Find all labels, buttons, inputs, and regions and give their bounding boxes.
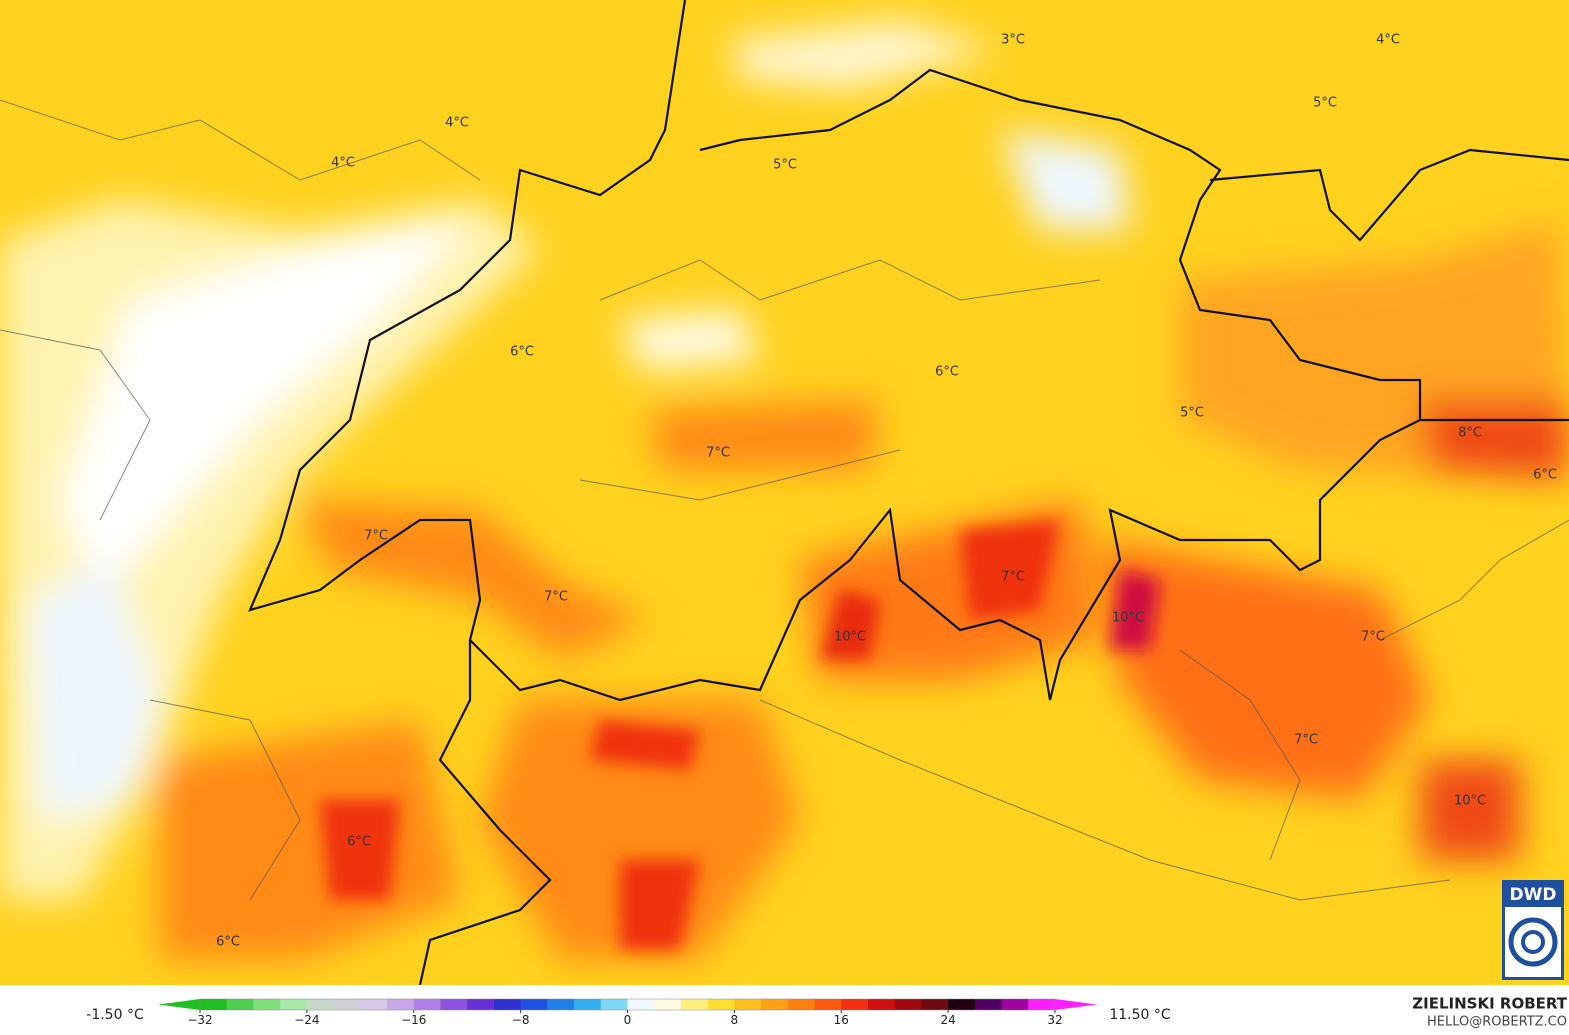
temperature-label: 5°C [1313, 96, 1337, 111]
logo: DWD [1502, 880, 1564, 980]
colorbar-swatch [948, 999, 976, 1010]
colorbar-swatch [520, 999, 548, 1010]
temperature-label: 3°C [1001, 33, 1025, 48]
colorbar-swatch [306, 999, 335, 1010]
colorbar-swatch [654, 999, 682, 1010]
colorbar-swatch [894, 999, 922, 1010]
colorbar-tick-label: 32 [1047, 1013, 1062, 1027]
colorbar-swatch [280, 999, 308, 1010]
colorbar-tick-label: 8 [731, 1013, 739, 1027]
credit-contact: HELLO@ROBERTZ.CO [1427, 1015, 1567, 1030]
colorbar-swatch [974, 999, 1003, 1010]
colorbar-swatch [387, 999, 415, 1010]
colorbar-tick-label: 24 [940, 1013, 955, 1027]
logo-text: DWD [1510, 885, 1557, 905]
temperature-label: 4°C [331, 156, 355, 171]
colorbar-tick-label: −24 [294, 1013, 319, 1027]
temperature-label: 7°C [1294, 733, 1318, 748]
colorbar-swatch [493, 999, 522, 1010]
colorbar-swatch [574, 999, 602, 1010]
colorbar-swatch [467, 999, 495, 1010]
colorbar-swatch [226, 999, 254, 1010]
temperature-label: 10°C [1454, 794, 1486, 809]
temperature-label: 4°C [445, 116, 469, 131]
temperature-label: 5°C [773, 158, 797, 173]
colorbar-swatch [627, 999, 655, 1010]
colorbar-swatch [1028, 999, 1056, 1010]
colorbar-swatch [814, 999, 842, 1010]
colorbar-swatch [707, 999, 735, 1010]
temperature-label: 6°C [935, 365, 959, 380]
colorbar-tick-label: 0 [624, 1013, 632, 1027]
temperature-label: 6°C [1533, 468, 1557, 483]
colorbar-swatch [200, 999, 228, 1010]
colorbar-swatch [333, 999, 361, 1010]
temperature-label: 6°C [216, 935, 240, 950]
colorbar-swatch [413, 999, 441, 1010]
credit-author: ZIELINSKI ROBERT [1412, 995, 1567, 1013]
colorbar-tick-label: −16 [401, 1013, 426, 1027]
temperature-label: 4°C [1376, 33, 1400, 48]
colorbar-swatch [841, 999, 869, 1010]
temperature-label: 5°C [1180, 406, 1204, 421]
colorbar: −32 −24 −16 −8 0 8 16 24 32 [158, 998, 1097, 1027]
temperature-label: 10°C [834, 630, 866, 645]
legend-max: 11.50 °C [1109, 1007, 1171, 1023]
colorbar-swatch [547, 999, 575, 1010]
colorbar-tick-label: −8 [512, 1013, 530, 1027]
colorbar-tick-label: −32 [187, 1013, 212, 1027]
colorbar-arrow-right [1055, 999, 1097, 1010]
temperature-label: 7°C [364, 529, 388, 544]
colorbar-swatch [600, 999, 628, 1010]
legend-min: -1.50 °C [86, 1007, 144, 1023]
colorbar-swatch [761, 999, 789, 1010]
temperature-label: 8°C [1458, 426, 1482, 441]
colorbar-swatch [680, 999, 709, 1010]
colorbar-swatch [921, 999, 949, 1010]
colorbar-swatch [867, 999, 896, 1010]
temperature-label: 10°C [1112, 611, 1144, 626]
colorbar-swatch [253, 999, 281, 1010]
colorbar-swatch [734, 999, 762, 1010]
colorbar-swatch [1001, 999, 1029, 1010]
temperature-label: 7°C [706, 446, 730, 461]
temperature-label: 6°C [510, 345, 534, 360]
temperature-label: 7°C [544, 590, 568, 605]
colorbar-swatch [360, 999, 388, 1010]
colorbar-tick-label: 16 [834, 1013, 849, 1027]
temperature-label: 7°C [1001, 570, 1025, 585]
temperature-label: 6°C [347, 835, 371, 850]
colorbar-swatch [440, 999, 468, 1010]
map: 3°C 4°C 5°C 4°C 4°C 5°C 6°C 6°C 5°C 8°C 6°C 7°C 7°C 7… [0, 0, 1569, 986]
colorbar-arrow-left [158, 999, 200, 1010]
colorbar-swatch [787, 999, 816, 1010]
temperature-label: 7°C [1361, 630, 1385, 645]
